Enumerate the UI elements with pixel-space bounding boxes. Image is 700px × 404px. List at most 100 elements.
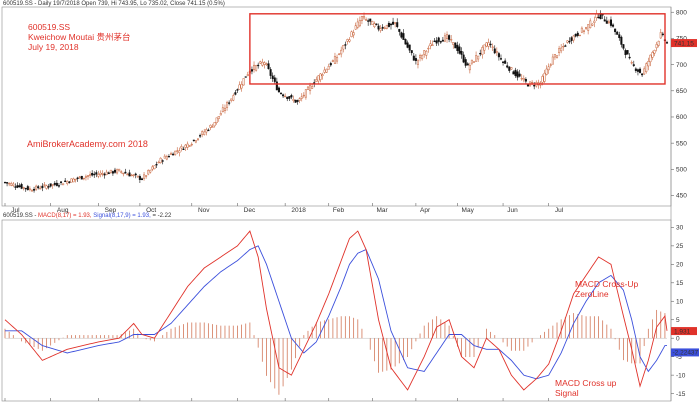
candle-body: [661, 33, 664, 36]
candle-body: [282, 94, 285, 97]
candle-body: [641, 73, 644, 76]
macd-header-text: 600519.SS - MACD(8,17) = 1.93, Signal(8,…: [3, 213, 172, 219]
candle-body: [47, 186, 50, 188]
candle-body: [587, 24, 590, 31]
candle-body: [423, 50, 426, 55]
candle-body: [582, 30, 586, 32]
last-signal-tag: [671, 348, 699, 357]
candle-body: [441, 39, 444, 42]
candle-body: [219, 113, 222, 116]
candle-body: [22, 187, 25, 189]
macd-header-prefix: 600519.SS -: [3, 213, 38, 219]
candle-body: [618, 34, 621, 39]
candle-body: [381, 26, 384, 29]
candle-body: [18, 185, 21, 188]
month-label: Oct: [146, 207, 156, 214]
candle-body: [267, 63, 270, 70]
candle-body: [124, 171, 127, 174]
candle-body: [657, 40, 660, 46]
month-label: Mar: [376, 207, 388, 214]
macd-tick-label: 5: [676, 317, 680, 324]
consolidation-highlight-box: [249, 13, 666, 85]
candle-body: [236, 89, 239, 91]
candle-body: [51, 184, 54, 186]
candle-body: [481, 47, 484, 55]
candle-body: [140, 178, 143, 180]
candle-body: [551, 56, 554, 65]
macd-tick-label: 15: [676, 280, 684, 287]
candle-body: [64, 180, 67, 182]
candle-body: [485, 42, 488, 47]
candle-body: [294, 99, 297, 103]
candle-body: [636, 69, 639, 72]
company-label: Kweichow Moutai 贵州茅台: [28, 32, 131, 42]
candle-body: [472, 61, 476, 63]
candle-body: [354, 25, 357, 30]
candle-body: [182, 148, 185, 150]
candle-body: [230, 98, 233, 101]
candle-body: [443, 35, 446, 42]
candle-body: [30, 190, 34, 192]
candle-body: [597, 16, 600, 19]
candle-body: [649, 54, 652, 63]
candle-body: [91, 173, 94, 176]
candle-body: [70, 178, 73, 183]
candle-body: [504, 60, 507, 64]
candle-body: [205, 129, 208, 133]
candle-body: [103, 173, 106, 176]
candle-body: [651, 52, 654, 58]
candle-body: [389, 23, 393, 26]
candle-body: [136, 175, 139, 178]
candle-body: [609, 19, 612, 26]
candle-body: [221, 107, 224, 112]
candle-body: [213, 122, 216, 127]
candle-body: [429, 43, 432, 47]
candle-body: [273, 77, 276, 82]
candle-body: [489, 43, 492, 46]
candle-body: [396, 22, 399, 27]
candle-body: [336, 56, 339, 62]
candle-body: [524, 79, 527, 82]
candle-body: [653, 49, 656, 54]
signal-line: [5, 245, 667, 380]
month-label: Aug: [57, 207, 69, 214]
candle-body: [508, 66, 511, 71]
candle-body: [217, 116, 220, 119]
candle-body: [169, 153, 173, 155]
candle-body: [53, 182, 56, 185]
candle-body: [499, 58, 503, 60]
candle-body: [522, 78, 525, 81]
candle-body: [400, 32, 403, 38]
candle-body: [45, 185, 48, 189]
candle-body: [398, 29, 401, 32]
candle-body: [43, 184, 46, 186]
candle-body: [402, 33, 405, 40]
candle-body: [452, 42, 455, 45]
candle-body: [630, 62, 633, 64]
candle-body: [16, 185, 19, 188]
last-price-tag: [671, 39, 697, 48]
candle-body: [97, 174, 100, 177]
candle-body: [149, 169, 152, 173]
candle-body: [151, 166, 154, 170]
candle-body: [425, 50, 428, 56]
candle-body: [265, 63, 268, 65]
candle-body: [547, 66, 550, 71]
candle-body: [143, 174, 146, 179]
candle-body: [93, 173, 96, 176]
candle-body: [286, 96, 289, 99]
candle-body: [371, 21, 374, 25]
candle-body: [192, 139, 195, 142]
candle-body: [232, 95, 235, 101]
macd-line: [4, 230, 668, 391]
candle-body: [107, 172, 110, 175]
candle-body: [466, 63, 469, 66]
candle-body: [510, 67, 513, 70]
candle-body: [84, 176, 87, 178]
price-tick-label: 450: [676, 193, 687, 200]
candle-body: [549, 64, 552, 66]
candle-body: [95, 172, 98, 175]
candle-body: [495, 51, 498, 53]
candle-body: [284, 95, 287, 98]
candle-body: [163, 155, 166, 159]
